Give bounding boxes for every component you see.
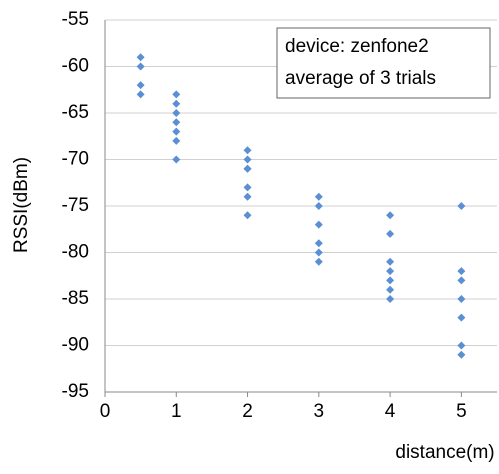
point [243,192,252,201]
y-axis-label: RSSI(dBm) [11,157,32,253]
y-tick-label: -90 [62,335,89,356]
y-tick-label: -60 [62,56,89,77]
point [314,248,323,257]
y-tick-label: -95 [62,381,89,402]
point [457,202,466,210]
point [457,313,466,322]
y-tick-label: -65 [62,102,89,123]
point [172,118,181,127]
point [314,239,323,248]
point [386,267,395,276]
point [457,295,466,303]
point [172,127,181,136]
y-tick-label: -85 [62,288,89,309]
point [136,62,145,71]
point [457,350,466,359]
x-tick-label: 3 [314,401,325,422]
y-tick-label: -55 [62,9,89,30]
point [172,136,181,145]
point [243,146,252,155]
point [243,211,252,220]
x-tick-label: 5 [456,401,467,422]
point [172,99,181,108]
point [314,257,323,266]
point [457,341,466,350]
annotation-line: average of 3 trials [285,68,436,89]
y-tick-label: -75 [62,195,89,216]
point [457,276,466,285]
point [243,183,252,192]
point [136,90,145,99]
point [314,202,323,210]
point [386,276,395,285]
x-tick-label: 0 [100,401,111,422]
point [243,164,252,173]
point [386,295,395,303]
point [136,53,145,62]
annotation-box [276,27,491,99]
point [457,267,466,276]
point [172,90,181,99]
point [386,285,395,294]
point [386,229,395,238]
x-tick-label: 4 [385,401,396,422]
point [136,81,145,90]
annotation-line: device: zenfone2 [285,36,429,57]
point [243,155,252,164]
point [314,220,323,229]
y-tick-label: -80 [62,242,89,263]
point [386,211,395,220]
point [172,155,181,164]
x-tick-label: 2 [242,401,253,422]
point [386,257,395,266]
y-tick-label: -70 [62,149,89,170]
x-tick-label: 1 [171,401,182,422]
point [172,109,181,117]
x-axis-label: distance(m) [395,442,494,463]
point [314,192,323,201]
